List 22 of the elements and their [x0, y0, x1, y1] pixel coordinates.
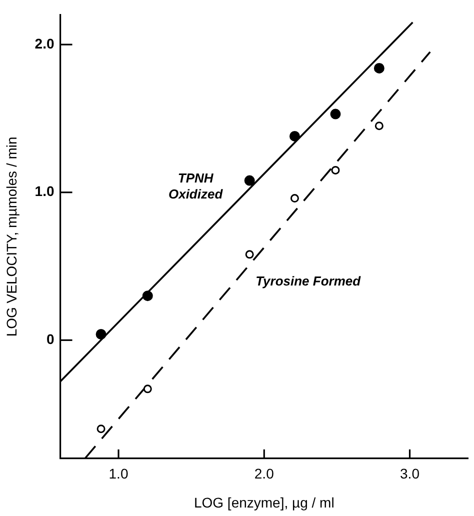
point: [374, 122, 384, 130]
point: [289, 130, 300, 142]
point: [143, 384, 152, 394]
point: [330, 108, 341, 120]
y-tick-label: 1.0: [34, 183, 54, 200]
point: [96, 329, 106, 340]
y-tick-label: 2.0: [34, 35, 54, 52]
point: [96, 424, 106, 434]
y-tick-label: 0: [46, 331, 54, 348]
point: [142, 290, 153, 302]
series-label: Tyrosine Formed: [256, 273, 362, 288]
point: [331, 166, 340, 174]
x-axis-title: LOG [enzyme], µg / ml: [194, 494, 334, 510]
x-tick-label: 2.0: [254, 466, 274, 482]
y-axis-title: LOG VELOCITY, mµmoles / min: [3, 136, 20, 337]
point: [244, 175, 255, 186]
point: [374, 62, 384, 74]
x-tick-label: 1.0: [108, 466, 128, 482]
point: [290, 194, 299, 203]
series-label: TPNH Oxidized: [168, 170, 224, 202]
x-tick-label: 3.0: [400, 466, 420, 482]
point: [245, 250, 254, 259]
